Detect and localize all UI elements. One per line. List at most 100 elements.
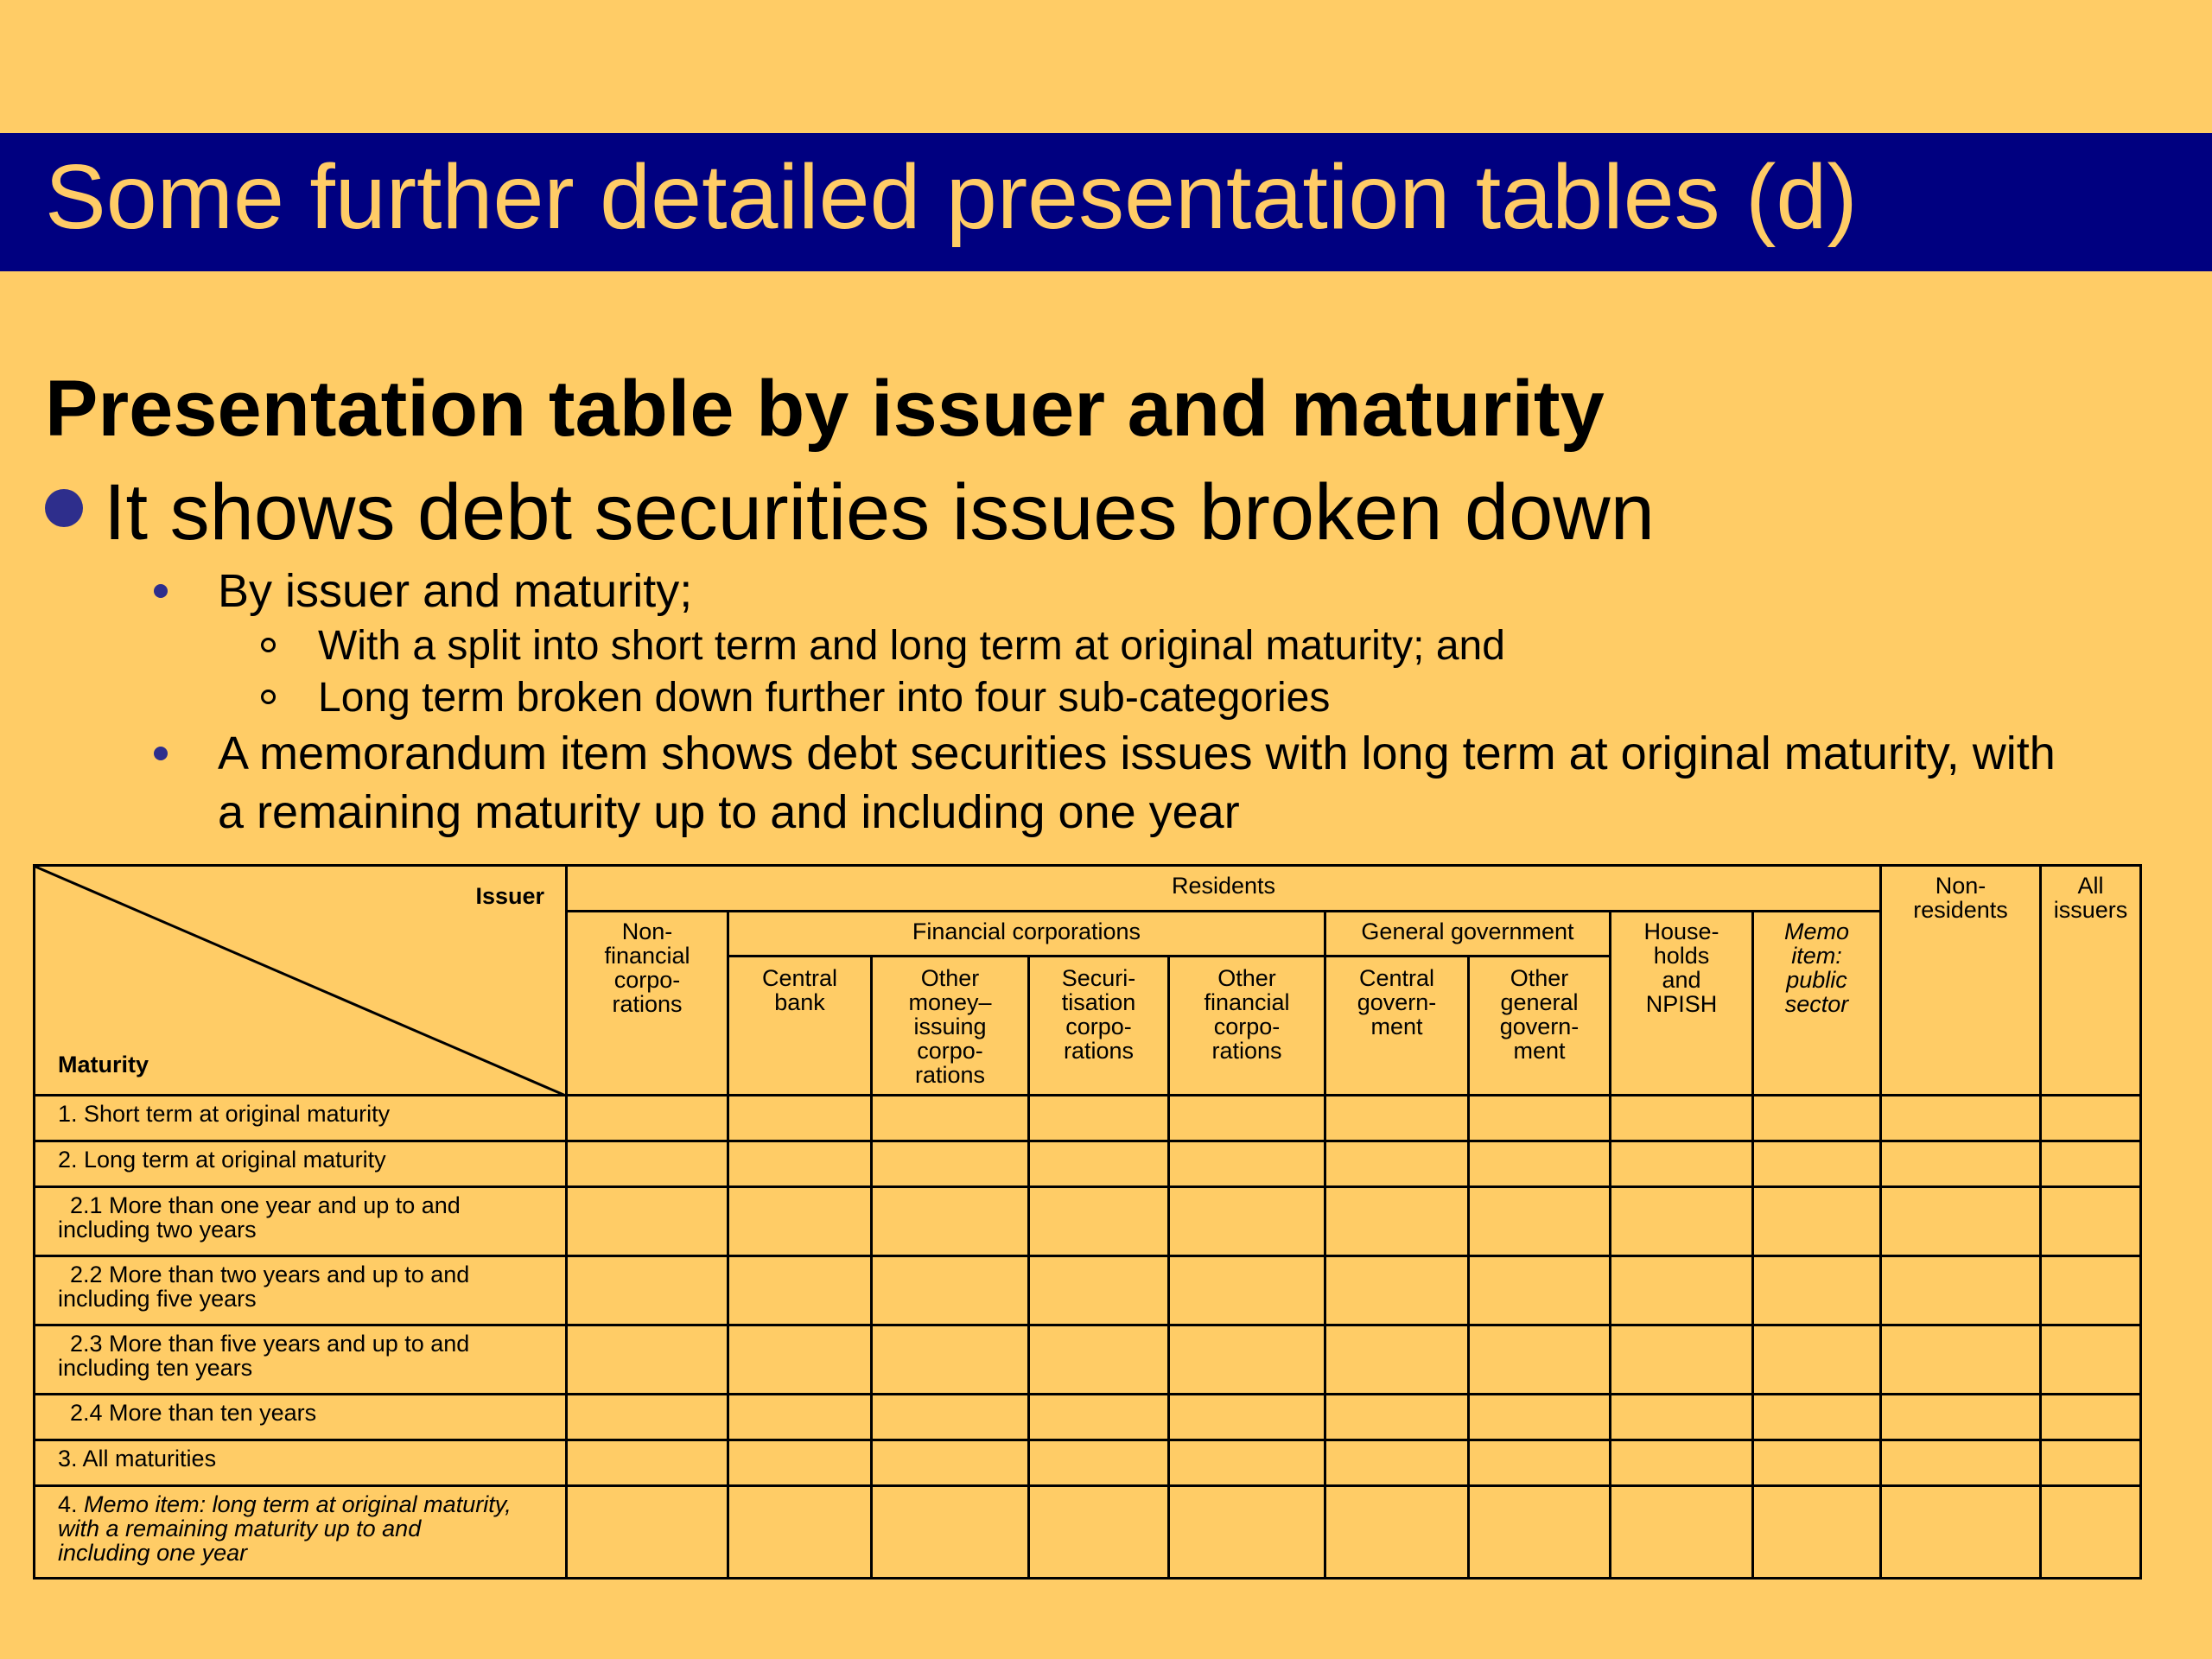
data-cell	[1027, 1484, 1170, 1580]
data-cell	[1467, 1140, 1611, 1188]
header-central-government: Central govern- ment	[1324, 955, 1470, 1096]
row-label-line: including five years	[58, 1286, 257, 1312]
header-line: Memo	[1783, 918, 1849, 944]
row-label-line: with a remaining maturity up to and	[58, 1516, 422, 1541]
data-cell	[1879, 1140, 2042, 1188]
data-cell	[1609, 1140, 1754, 1188]
data-cell	[870, 1393, 1030, 1441]
row-label-line: including two years	[58, 1217, 257, 1243]
data-cell	[1167, 1439, 1326, 1487]
data-cell	[1609, 1324, 1754, 1395]
bullet-text: A memorandum item shows debt securities …	[218, 728, 2056, 779]
header-line: money–	[908, 989, 992, 1015]
data-cell	[1879, 1185, 2042, 1257]
header-line: govern-	[1499, 1014, 1580, 1039]
header-line: corpo-	[613, 967, 681, 993]
diagonal-line	[35, 867, 568, 1096]
data-cell	[1167, 1255, 1326, 1326]
data-cell	[727, 1094, 873, 1142]
data-cell	[1324, 1393, 1470, 1441]
data-cell	[1609, 1185, 1754, 1257]
table-row: 2.1 More than one year and up to and inc…	[33, 1185, 2142, 1257]
bullet-text: It shows debt securities issues broken d…	[104, 468, 1655, 556]
header-line: corpo-	[1065, 1014, 1132, 1039]
header-line: Central	[761, 965, 838, 991]
data-cell	[727, 1140, 873, 1188]
data-cell	[1167, 1185, 1326, 1257]
data-cell	[565, 1255, 729, 1326]
header-other-general-government: Other general govern- ment	[1467, 955, 1611, 1096]
header-line: rations	[612, 991, 683, 1017]
header-line: NPISH	[1645, 991, 1718, 1017]
slide-title: Some further detailed presentation table…	[45, 146, 1858, 248]
bullet-level1: It shows debt securities issues broken d…	[45, 465, 1655, 560]
data-cell	[1609, 1484, 1754, 1580]
data-cell	[727, 1439, 873, 1487]
table-row: 2.3 More than five years and up to and i…	[33, 1324, 2142, 1395]
data-cell	[1467, 1439, 1611, 1487]
data-cell	[1324, 1324, 1470, 1395]
bullet-text: a remaining maturity up to and including…	[218, 786, 1240, 838]
data-cell	[565, 1484, 729, 1580]
header-line: Central	[1358, 965, 1435, 991]
data-cell	[1879, 1094, 2042, 1142]
data-cell	[1027, 1393, 1170, 1441]
header-households: House- holds and NPISH	[1609, 910, 1754, 1096]
data-cell	[727, 1324, 873, 1395]
row-label: 2.2 More than two years and up to and in…	[33, 1255, 568, 1326]
title-bar	[0, 133, 2212, 271]
header-non-residents: Non- residents	[1879, 864, 2042, 1096]
data-cell	[1751, 1185, 1882, 1257]
header-line: tisation	[1061, 989, 1136, 1015]
data-cell	[727, 1484, 873, 1580]
header-line: rations	[1063, 1038, 1135, 1064]
data-cell	[1167, 1393, 1326, 1441]
data-cell	[1751, 1094, 1882, 1142]
header-line: rations	[1211, 1038, 1282, 1064]
data-cell	[2039, 1255, 2142, 1326]
data-cell	[2039, 1324, 2142, 1395]
row-label-line: including ten years	[58, 1355, 253, 1381]
data-cell	[2039, 1140, 2142, 1188]
header-corner-cell: Issuer Maturity	[33, 864, 568, 1096]
data-cell	[1609, 1393, 1754, 1441]
header-line: govern-	[1357, 989, 1437, 1015]
header-line: issuing	[913, 1014, 987, 1039]
data-cell	[1609, 1255, 1754, 1326]
header-line: item:	[1791, 943, 1842, 969]
header-line: financial	[604, 943, 690, 969]
data-cell	[1879, 1439, 2042, 1487]
data-cell	[565, 1140, 729, 1188]
row-label-part: Memo item	[84, 1491, 200, 1517]
header-financial-corporations: Financial corporations	[727, 910, 1326, 957]
data-cell	[2039, 1439, 2142, 1487]
header-line: rations	[914, 1062, 986, 1088]
data-cell	[2039, 1185, 2142, 1257]
data-cell	[1027, 1185, 1170, 1257]
header-line: and	[1662, 967, 1701, 993]
table-row: 4. Memo item: long term at original matu…	[33, 1484, 2142, 1580]
data-cell	[1609, 1094, 1754, 1142]
presentation-table: Issuer Maturity Residents Non- residents…	[33, 864, 2142, 1580]
row-label-part: : long term at original maturity,	[199, 1491, 512, 1517]
corner-issuer-label: Issuer	[475, 883, 544, 909]
data-cell	[870, 1140, 1030, 1188]
data-cell	[1324, 1484, 1470, 1580]
header-line: bank	[774, 989, 825, 1015]
header-residents: Residents	[565, 864, 1882, 912]
header-other-mfi: Other money– issuing corpo- rations	[870, 955, 1030, 1096]
data-cell	[1324, 1140, 1470, 1188]
header-line: Other	[1217, 965, 1276, 991]
data-cell	[2039, 1393, 2142, 1441]
data-cell	[1879, 1324, 2042, 1395]
data-cell	[1027, 1255, 1170, 1326]
header-line: sector	[1784, 991, 1849, 1017]
row-label: 2.1 More than one year and up to and inc…	[33, 1185, 568, 1257]
data-cell	[565, 1324, 729, 1395]
data-cell	[1609, 1439, 1754, 1487]
data-cell	[1751, 1393, 1882, 1441]
corner-maturity-label: Maturity	[58, 1052, 149, 1077]
table-row: 2.4 More than ten years	[33, 1393, 2142, 1441]
header-all-issuers: All issuers	[2039, 864, 2142, 1096]
data-cell	[1167, 1094, 1326, 1142]
